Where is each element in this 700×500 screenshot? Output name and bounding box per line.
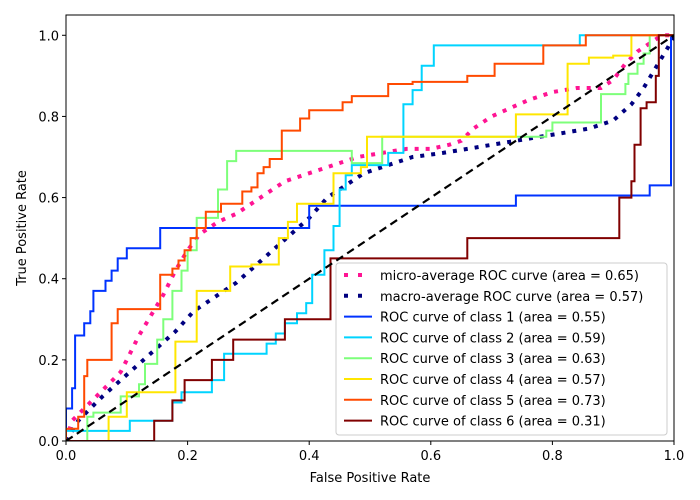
series-line-2	[66, 34, 674, 441]
series-line-1	[66, 33, 674, 441]
legend-label-4: ROC curve of class 2 (area = 0.59)	[380, 331, 606, 346]
legend-label-1: micro-average ROC curve (area = 0.65)	[380, 269, 639, 284]
y-axis-label: True Positive Rate	[15, 170, 30, 287]
y-tick-label: 0.4	[38, 273, 59, 288]
legend-label-5: ROC curve of class 3 (area = 0.63)	[380, 352, 606, 367]
series-line-8	[66, 34, 674, 441]
y-tick-label: 0.8	[38, 110, 59, 125]
y-tick-label: 0.2	[38, 354, 59, 369]
series-line-7	[66, 34, 674, 441]
x-axis: 0.0 0.2 0.4 0.6 0.8 1.0	[56, 441, 685, 464]
chance-diagonal-line	[66, 34, 674, 441]
y-tick-label: 0.0	[38, 435, 59, 450]
plot-frame	[65, 14, 675, 442]
legend-label-2: macro-average ROC curve (area = 0.57)	[380, 290, 643, 305]
series-line-3	[66, 35, 672, 441]
series-line-5	[66, 34, 674, 441]
x-tick-label: 1.0	[664, 449, 685, 464]
legend-label-6: ROC curve of class 4 (area = 0.57)	[380, 373, 606, 388]
series-line-6	[66, 34, 674, 441]
y-axis: 0.0 0.2 0.4 0.6 0.8 1.0	[38, 29, 66, 450]
x-tick-label: 0.8	[542, 449, 563, 464]
x-tick-label: 0.2	[177, 449, 198, 464]
legend: micro-average ROC curve (area = 0.65) mac…	[335, 262, 668, 436]
y-tick-label: 1.0	[38, 29, 59, 44]
series-layer	[66, 33, 674, 441]
legend-box	[335, 262, 668, 436]
x-axis-label: False Positive Rate	[310, 471, 431, 486]
series-line-4	[66, 34, 674, 441]
legend-label-8: ROC curve of class 6 (area = 0.31)	[380, 415, 606, 430]
legend-label-7: ROC curve of class 5 (area = 0.73)	[380, 394, 606, 409]
x-tick-label: 0.4	[299, 449, 320, 464]
legend-label-3: ROC curve of class 1 (area = 0.55)	[380, 311, 606, 326]
x-tick-label: 0.0	[56, 449, 77, 464]
x-tick-label: 0.6	[420, 449, 441, 464]
y-tick-label: 0.6	[38, 192, 59, 207]
